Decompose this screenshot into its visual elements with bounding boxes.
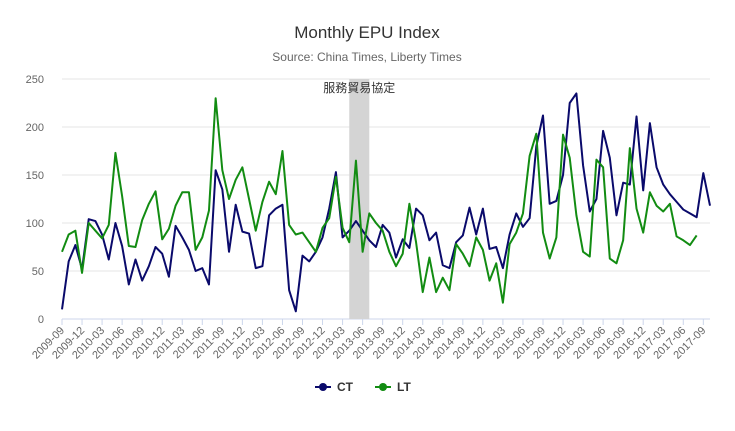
series-lines bbox=[61, 92, 711, 313]
y-tick-label: 0 bbox=[38, 314, 44, 326]
y-tick-label: 50 bbox=[32, 266, 44, 278]
y-axis: 0 50 100 150 200 250 bbox=[26, 74, 44, 326]
plot-band-label: 服務貿易協定 bbox=[323, 80, 395, 95]
y-tick-label: 250 bbox=[26, 74, 44, 86]
legend-label: CT bbox=[337, 380, 354, 394]
series-line-ct bbox=[61, 92, 711, 313]
chart-subtitle: Source: China Times, Liberty Times bbox=[272, 50, 461, 64]
grid-lines bbox=[62, 78, 710, 320]
y-tick-label: 150 bbox=[26, 170, 44, 182]
legend[interactable]: CT LT bbox=[315, 380, 411, 394]
legend-item-lt[interactable]: LT bbox=[375, 380, 411, 394]
series-line-lt bbox=[61, 97, 698, 304]
y-tick-label: 200 bbox=[26, 122, 44, 134]
y-tick-label: 100 bbox=[26, 218, 44, 230]
legend-marker bbox=[379, 383, 387, 391]
legend-item-ct[interactable]: CT bbox=[315, 380, 354, 394]
x-axis: 2009-092009-122010-032010-062010-092010-… bbox=[30, 319, 708, 362]
chart-title: Monthly EPU Index bbox=[294, 23, 440, 42]
legend-marker bbox=[319, 383, 327, 391]
legend-label: LT bbox=[397, 380, 411, 394]
